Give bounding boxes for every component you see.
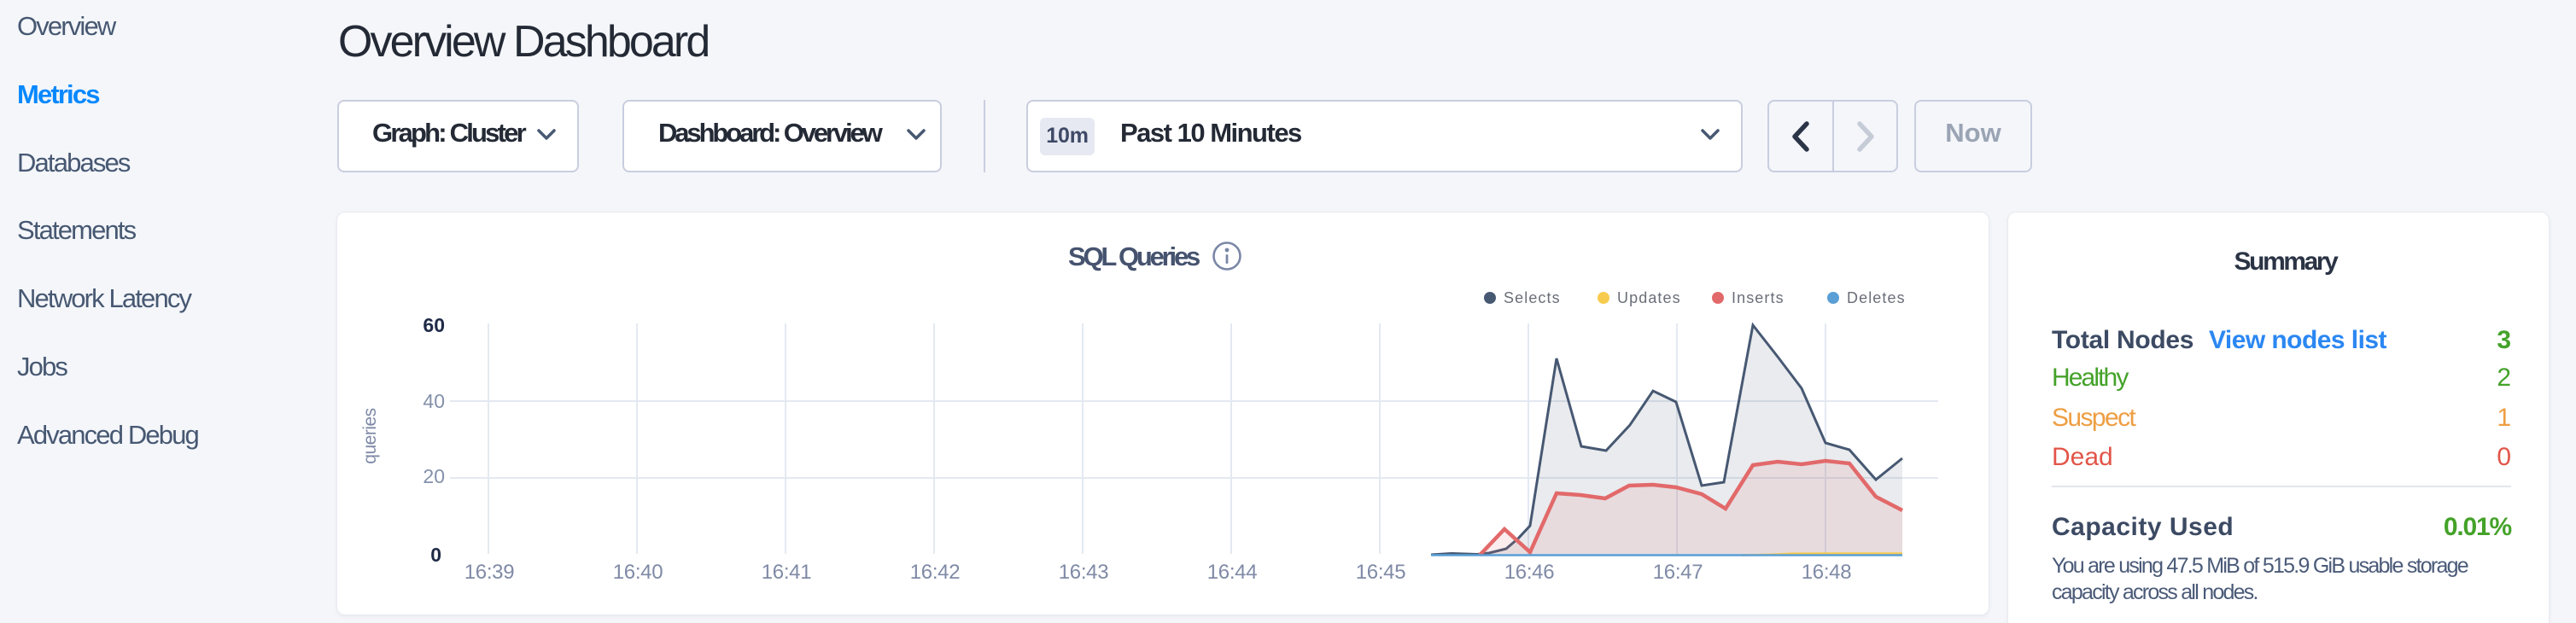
svg-text:16:48: 16:48 [1802,561,1852,584]
svg-text:16:41: 16:41 [762,561,812,584]
svg-text:16:39: 16:39 [464,561,515,584]
svg-text:40: 40 [423,390,445,412]
svg-text:16:43: 16:43 [1059,561,1109,584]
svg-text:16:42: 16:42 [910,561,961,584]
svg-text:16:47: 16:47 [1653,561,1703,584]
svg-text:60: 60 [423,314,445,336]
svg-text:20: 20 [423,465,445,487]
svg-text:0: 0 [430,544,441,566]
svg-text:queries: queries [360,408,380,463]
svg-text:16:44: 16:44 [1207,561,1258,584]
svg-text:16:40: 16:40 [613,561,663,584]
svg-text:16:45: 16:45 [1356,561,1406,584]
svg-text:16:46: 16:46 [1504,561,1555,584]
